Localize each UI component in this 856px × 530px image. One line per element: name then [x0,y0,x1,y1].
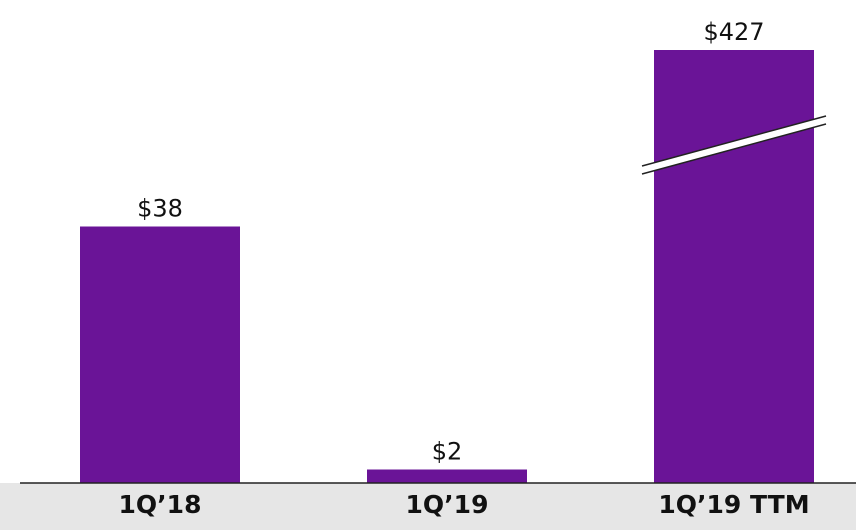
value-label-1q-18: $38 [137,195,183,223]
category-axis-band [0,483,856,530]
value-labels-group: $38 $2 $427 [137,18,764,466]
bar-1q-19-ttm [654,50,814,483]
axis-break-line-lower [641,123,827,175]
bar-1q-19 [367,469,527,483]
axis-break-group [641,115,827,175]
category-label-1q-19: 1Q’19 [406,490,489,519]
category-label-1q-18: 1Q’18 [119,490,202,519]
bar-1q-18 [80,226,240,483]
value-label-1q-19-ttm: $427 [703,18,764,46]
category-labels-group: 1Q’18 1Q’19 1Q’19 TTM [119,490,810,519]
axis-break-band [642,116,826,174]
bars-group [80,50,814,483]
axis-break-line-upper [641,115,827,167]
value-label-1q-19: $2 [432,438,463,466]
category-label-1q-19-ttm: 1Q’19 TTM [658,490,809,519]
